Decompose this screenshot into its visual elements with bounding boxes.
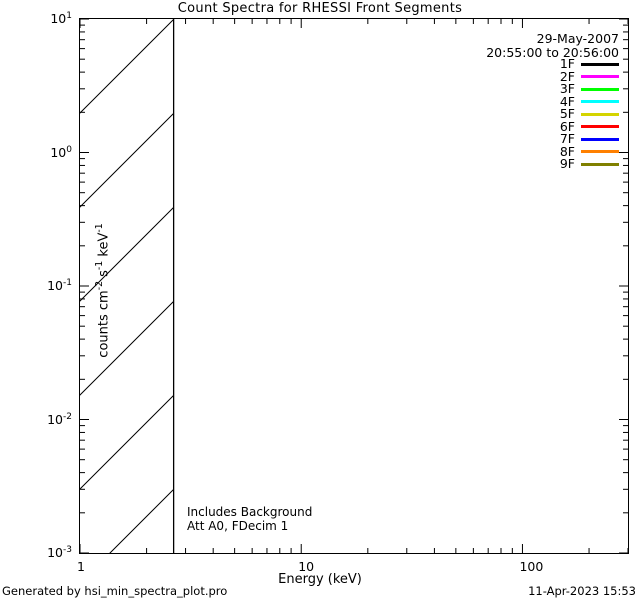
legend-color-swatch <box>581 162 619 166</box>
plot-frame: Includes Background Att A0, FDecim 1 101… <box>47 11 629 574</box>
legend-item-label: 5F <box>559 106 575 121</box>
legend-color-swatch <box>581 137 619 141</box>
y-tick-label: 100 <box>50 144 72 160</box>
legend-color-swatch <box>581 62 619 66</box>
legend-item-label: 6F <box>559 118 575 134</box>
legend-item-9f[interactable]: 9F <box>489 156 619 171</box>
legend-item-6f[interactable]: 6F <box>489 118 619 134</box>
observation-date: 29-May-2007 <box>536 31 619 46</box>
annotation-line-1: Includes Background <box>187 505 313 519</box>
y-tick-label: 10-3 <box>47 544 72 560</box>
y-tick-label: 10-2 <box>47 411 72 427</box>
plot-area: Includes Background Att A0, FDecim 1 <box>80 19 628 553</box>
x-tick-label: 1 <box>77 559 85 574</box>
legend-item-label: 1F <box>559 56 575 71</box>
legend-item-label: 7F <box>559 131 575 146</box>
legend-item-label: 9F <box>559 156 575 171</box>
plot-annotation: Includes Background Att A0, FDecim 1 <box>187 505 313 533</box>
y-tick-label: 10-1 <box>47 277 72 293</box>
legend-color-swatch <box>581 112 619 116</box>
footer-generated-by: Generated by hsi_min_spectra_plot.pro <box>2 584 228 598</box>
y-axis-title: counts cm-2 s-1 keV-1 <box>94 223 112 358</box>
page-title: Count Spectra for RHESSI Front Segments <box>177 1 463 16</box>
legend-item-1f[interactable]: 1F <box>489 56 619 71</box>
y-tick-label: 101 <box>50 10 72 26</box>
x-axis-title: Energy (keV) <box>278 572 362 587</box>
legend-color-swatch <box>581 125 619 129</box>
legend-item-5f[interactable]: 5F <box>489 106 619 121</box>
legend-item-label: 4F <box>559 93 575 109</box>
legend-item-2f[interactable]: 2F <box>489 68 619 84</box>
observation-time-range: 20:55:00 to 20:56:00 <box>486 45 619 60</box>
footer-timestamp: 11-Apr-2023 15:53 <box>528 584 636 598</box>
legend-color-swatch <box>581 87 619 91</box>
x-tick-label: 10 <box>298 559 315 574</box>
legend-item-label: 8F <box>559 143 575 159</box>
legend-item-label: 3F <box>559 81 575 96</box>
x-tick-label: 100 <box>519 559 544 574</box>
legend-item-label: 2F <box>559 68 575 84</box>
legend-color-swatch <box>581 75 619 79</box>
axis-ticks <box>80 19 628 553</box>
legend: 1F 2F 3F 4F 5F 6F 7F 8F 9F <box>489 56 619 171</box>
legend-item-8f[interactable]: 8F <box>489 143 619 159</box>
legend-color-swatch <box>581 150 619 154</box>
legend-item-4f[interactable]: 4F <box>489 93 619 109</box>
legend-item-3f[interactable]: 3F <box>489 81 619 96</box>
observation-header: 29-May-2007 20:55:00 to 20:56:00 <box>329 32 619 60</box>
legend-item-7f[interactable]: 7F <box>489 131 619 146</box>
legend-color-swatch <box>581 100 619 104</box>
shaded-region-hatch <box>80 19 175 553</box>
annotation-line-2: Att A0, FDecim 1 <box>187 518 289 533</box>
